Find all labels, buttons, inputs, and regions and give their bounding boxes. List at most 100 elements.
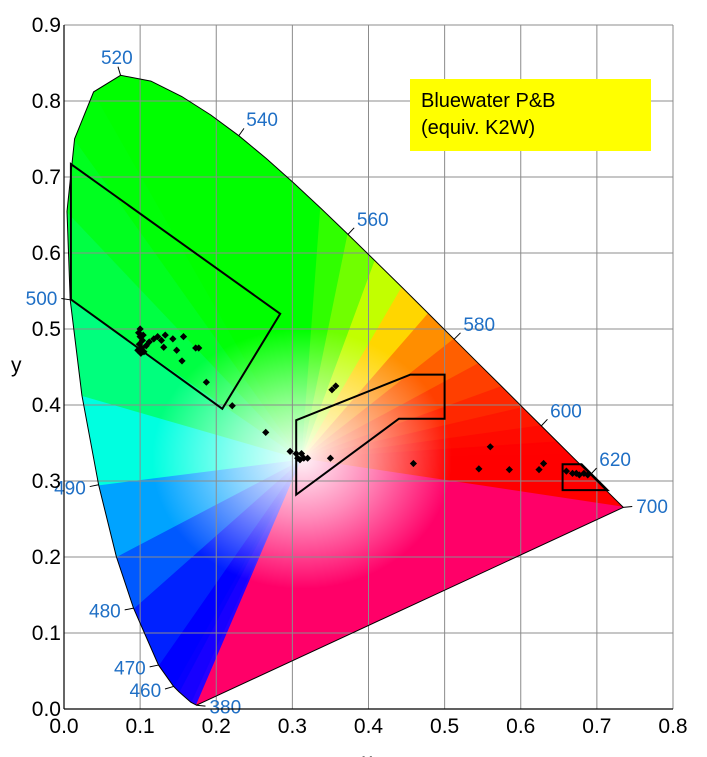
data-point	[328, 386, 336, 394]
y-tick-label: 0.7	[32, 166, 61, 189]
x-axis-label: x	[362, 750, 373, 757]
data-point	[539, 459, 548, 468]
data-point	[580, 469, 588, 477]
data-point	[332, 382, 340, 390]
x-tick-label: 0.8	[658, 715, 687, 738]
bin-regions	[69, 162, 610, 497]
y-tick-label: 0.9	[32, 14, 61, 37]
wavelength-tick	[164, 685, 174, 690]
wavelength-label: 560	[357, 210, 389, 231]
data-point	[475, 465, 483, 473]
data-point	[262, 428, 270, 436]
data-point	[568, 469, 577, 477]
x-tick-label: 0.2	[202, 715, 231, 738]
x-tick-label: 0.3	[278, 715, 307, 738]
data-point	[169, 335, 177, 343]
wavelength-label: 480	[89, 602, 121, 623]
data-point	[409, 459, 418, 468]
data-point	[160, 343, 168, 351]
data-point	[134, 346, 142, 354]
data-point	[142, 342, 150, 350]
x-tick-label: 0.7	[582, 715, 611, 738]
bin-region-white	[295, 373, 446, 497]
wavelength-label: 500	[26, 289, 58, 310]
data-point	[300, 454, 308, 462]
x-tick-label: 0.6	[506, 715, 535, 738]
data-point	[304, 454, 312, 462]
x-tick-label: 0.1	[126, 715, 155, 738]
wavelength-label: 380	[209, 697, 241, 718]
wavelength-label: 470	[114, 659, 146, 680]
data-point	[294, 454, 302, 462]
annotation-line-2: (equiv. K2W)	[421, 117, 536, 139]
data-point	[535, 466, 543, 474]
data-point	[136, 333, 144, 341]
data-point	[178, 357, 186, 365]
y-tick-label: 0.2	[32, 546, 61, 569]
data-point	[157, 336, 166, 344]
data-point	[137, 349, 145, 357]
bin-region-red	[561, 463, 610, 492]
spectral-locus-outline	[66, 74, 625, 706]
wavelength-label: 580	[463, 315, 495, 336]
data-point	[572, 469, 580, 477]
y-axis-label: y	[11, 354, 22, 377]
data-point	[136, 325, 144, 333]
measured-points	[134, 325, 592, 479]
spectral-gamut-fill	[67, 75, 624, 706]
data-point	[292, 450, 300, 458]
data-point	[228, 402, 236, 410]
data-point	[505, 466, 513, 474]
wavelength-label: 600	[550, 401, 582, 422]
wavelength-tick	[347, 227, 355, 235]
data-point	[584, 471, 592, 479]
data-point	[161, 331, 169, 339]
x-tick-label: 0.4	[354, 715, 384, 738]
wavelength-tick	[540, 418, 548, 427]
data-point	[145, 338, 153, 346]
y-tick-label: 0.8	[32, 90, 61, 113]
y-tick-label: 0.0	[32, 698, 61, 721]
wavelength-label: 490	[54, 478, 86, 499]
data-point	[202, 378, 210, 386]
wavelength-tick	[238, 128, 245, 137]
wavelength-tick	[453, 332, 461, 340]
y-tick-label: 0.6	[32, 242, 61, 265]
y-tick-label: 0.3	[32, 470, 61, 493]
x-tick-label: 0.5	[430, 715, 459, 738]
wavelength-tick	[196, 704, 206, 707]
annotation-box: Bluewater P&B (equiv. K2W)	[410, 79, 651, 151]
wavelength-tick	[149, 664, 159, 668]
data-point	[138, 336, 147, 344]
data-point	[195, 344, 203, 352]
wavelength-label: 540	[246, 110, 278, 131]
data-point	[139, 331, 147, 339]
wavelength-label: 460	[129, 681, 161, 702]
data-point	[140, 348, 148, 356]
data-point	[154, 333, 162, 341]
axes: 0.0 0.1 0.2 0.3 0.4 0.5 0.6 0.7 0.8 0.0 0.1 0.2 0.3 0…	[32, 14, 688, 738]
y-tick-label: 0.4	[32, 394, 62, 417]
bin-region-green	[69, 162, 282, 411]
data-point	[575, 471, 583, 479]
wavelength-label: 700	[636, 497, 668, 518]
wavelength-tick	[61, 297, 71, 301]
data-point	[486, 443, 494, 451]
wavelength-label: 620	[599, 450, 631, 471]
data-point	[179, 333, 188, 341]
y-tick-label: 0.5	[32, 318, 61, 341]
data-point	[296, 456, 304, 464]
wavelength-tick	[117, 66, 122, 76]
x-tick-label: 0.0	[49, 715, 78, 738]
wavelength-tick	[623, 505, 633, 508]
wavelength-label: 520	[101, 48, 133, 69]
annotation-line-1: Bluewater P&B	[421, 90, 556, 112]
data-point	[562, 467, 571, 475]
data-point	[286, 447, 294, 455]
wavelength-tick	[89, 484, 99, 488]
y-tick-label: 0.1	[32, 622, 61, 645]
wavelength-tick	[124, 607, 134, 611]
data-point	[173, 346, 181, 354]
data-point	[326, 454, 335, 462]
